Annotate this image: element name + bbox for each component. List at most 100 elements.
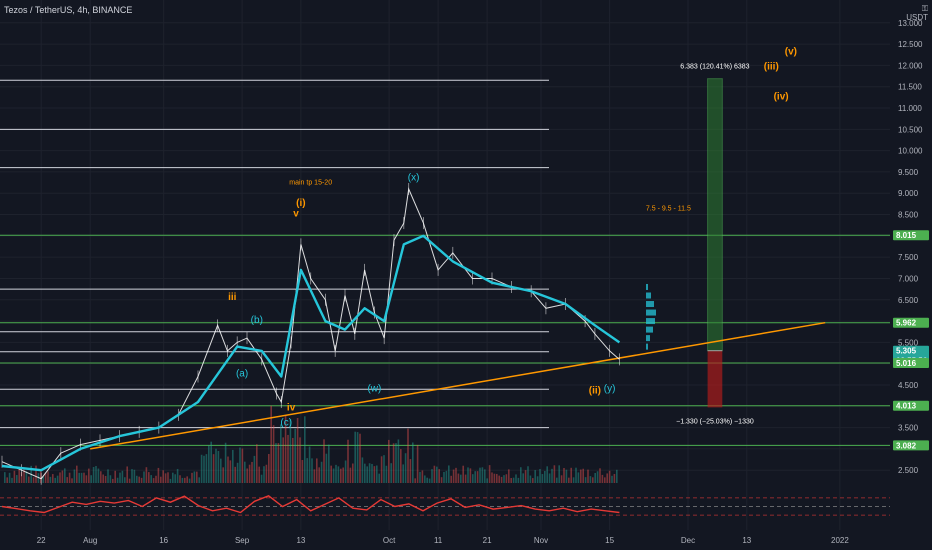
volume-bar: [126, 466, 128, 483]
price-label-text: 5.305: [896, 347, 917, 356]
volume-bar: [524, 470, 527, 483]
currency-text: USDT: [906, 13, 928, 22]
volume-bar: [556, 477, 558, 483]
price-series: [1, 182, 621, 485]
trendline[interactable]: [90, 321, 826, 450]
volume-bar: [52, 474, 54, 483]
volume-bar: [184, 477, 186, 483]
volume-bar: [150, 475, 152, 483]
volume-bar: [443, 471, 445, 483]
volume-bar: [114, 470, 116, 483]
volume-bar: [244, 461, 246, 483]
volume-bar: [532, 478, 534, 483]
volume-bar: [527, 466, 529, 483]
volume-bar: [505, 474, 508, 483]
volume-bar: [474, 471, 476, 483]
volume-bar: [436, 466, 438, 483]
volume-bar: [412, 442, 414, 483]
wave-label: (v): [785, 47, 797, 58]
stop-zone[interactable]: [707, 350, 723, 408]
price-tick-label: 12.500: [898, 40, 923, 49]
stop-label: −1.330 (−25.03%) −1330: [676, 418, 754, 425]
price-label-text: 3.082: [896, 441, 917, 450]
volume-bar: [330, 465, 332, 483]
price-axis[interactable]: 13.000 12.500 12.000 11.500 11.000 10.500 10.0…: [890, 0, 932, 550]
volume-bar: [186, 476, 188, 483]
price-tick-label: 10.500: [898, 125, 923, 134]
volume-bar: [416, 444, 419, 483]
volume-bar: [136, 475, 138, 483]
price-tick-label: 3.500: [898, 424, 919, 433]
volume-bar: [404, 453, 407, 483]
volume-bar: [313, 469, 316, 483]
volume-bar: [289, 419, 292, 483]
lock-icon[interactable]: ⚿: [921, 4, 928, 13]
price-label-box: [893, 440, 929, 451]
volume-bar: [479, 467, 481, 483]
time-tick-label: 22: [37, 536, 46, 545]
profit-zone[interactable]: [707, 78, 723, 352]
volume-bar: [169, 478, 172, 483]
orange-trendline[interactable]: [90, 321, 826, 450]
currency-label: ⚿ USDT: [906, 4, 928, 22]
volume-bar: [8, 472, 11, 483]
volume-bar: [164, 473, 167, 483]
price-tick-label: 11.000: [898, 104, 922, 113]
volume-bar: [299, 437, 301, 483]
volume-bar: [371, 463, 373, 483]
volume-bar: [253, 455, 256, 483]
long-position-tool[interactable]: 6.383 (120.41%) 6383 −1.330 (−25.03%) −13…: [676, 64, 754, 426]
volume-bar: [421, 470, 424, 483]
time-tick-label: 13: [742, 536, 751, 545]
price-label-text: 5.962: [896, 319, 917, 328]
volume-bar: [541, 474, 544, 483]
price-axis-bg: [890, 0, 932, 550]
volume-bar: [342, 467, 344, 483]
volume-bar: [337, 466, 340, 483]
volume-bar: [128, 478, 131, 483]
volume-bar: [570, 467, 572, 483]
volume-bar: [256, 444, 258, 483]
volume-bar: [227, 456, 229, 483]
volume-bar: [200, 454, 203, 483]
volume-bar: [349, 467, 352, 483]
volume-bar: [133, 469, 136, 483]
volume-bar: [28, 476, 30, 483]
volume-bar: [380, 456, 383, 483]
volume-bar: [241, 448, 244, 483]
volume-bar: [448, 465, 450, 483]
volume-bar: [414, 478, 416, 483]
time-axis[interactable]: 22 Aug 16 Sep 13 Oct 11 21 Nov 15 Dec 13 2022: [0, 530, 932, 550]
price-label-box: [893, 400, 929, 411]
volume-bar: [568, 477, 570, 483]
volume-bar: [35, 465, 37, 483]
volume-bar: [616, 469, 618, 483]
wave-label: iii: [228, 292, 237, 303]
volume-bar: [400, 449, 402, 483]
volume-bar: [596, 471, 599, 483]
volume-bar: [71, 478, 73, 483]
time-tick-label: 11: [434, 536, 443, 545]
volume-bar: [553, 465, 556, 483]
volume-bar: [352, 463, 354, 483]
volume-bar: [424, 475, 426, 483]
volume-bar: [431, 469, 433, 483]
time-tick-label: 15: [605, 536, 614, 545]
volume-bar: [258, 466, 260, 483]
rsi-line: [1, 495, 620, 514]
wave-label: 7.5 - 9.5 - 11.5: [646, 205, 691, 212]
volume-bar: [155, 475, 157, 483]
volume-bar: [558, 465, 560, 483]
volume-bar: [318, 467, 320, 483]
volume-bar: [246, 468, 248, 483]
volume-bar: [428, 478, 431, 483]
time-tick-label: Aug: [83, 536, 97, 545]
wave-label: v: [293, 209, 299, 220]
volume-bar: [215, 448, 217, 483]
volume-bar: [368, 463, 371, 483]
volume-bar: [248, 464, 251, 483]
wave-label: (i): [296, 198, 305, 209]
volume-bar: [47, 471, 49, 483]
volume-bar: [366, 466, 368, 483]
